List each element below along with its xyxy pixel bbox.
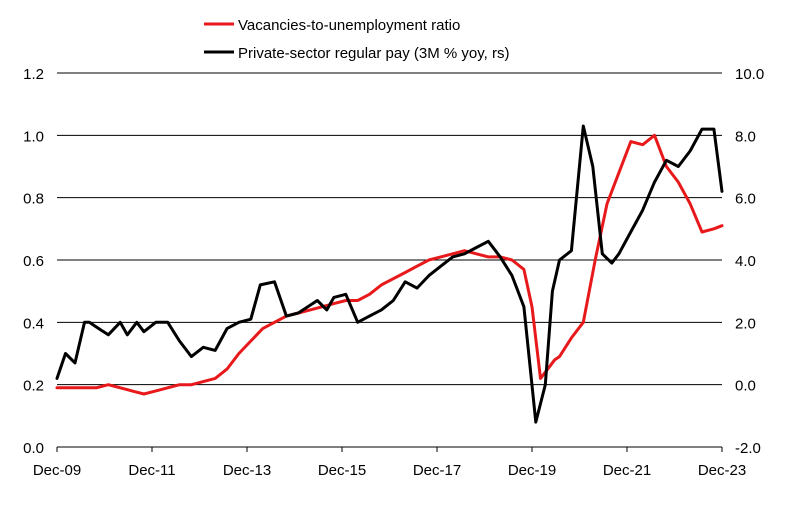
right-axis-ticks: -2.0 0.0 2.0 4.0 6.0 8.0 10.0 — [735, 66, 764, 457]
left-axis-tick-label: 0.4 — [23, 315, 44, 332]
left-axis-tick-label: 1.2 — [23, 66, 44, 83]
right-axis-tick-label: 6.0 — [735, 191, 756, 208]
left-axis-tick-label: 1.0 — [23, 128, 44, 145]
x-axis-tick-label: Dec-21 — [603, 462, 651, 479]
x-axis-tick-label: Dec-23 — [698, 462, 746, 479]
legend-label: Vacancies-to-unemployment ratio — [238, 17, 460, 34]
right-axis-tick-label: -2.0 — [735, 440, 761, 457]
x-axis-tick-label: Dec-11 — [128, 462, 175, 479]
x-axis-tick-label: Dec-17 — [413, 462, 461, 479]
left-axis-tick-label: 0.6 — [23, 253, 44, 270]
right-axis-tick-label: 0.0 — [735, 378, 756, 395]
x-axis-tick-label: Dec-15 — [318, 462, 366, 479]
right-axis-tick-label: 2.0 — [735, 315, 756, 332]
left-axis-ticks: 0.0 0.2 0.4 0.6 0.8 1.0 1.2 — [23, 66, 44, 457]
series-line-vacancy-ratio — [55, 133, 724, 396]
legend: Vacancies-to-unemployment ratio Private-s… — [204, 17, 509, 62]
legend-label: Private-sector regular pay (3M % yoy, rs… — [238, 45, 509, 62]
x-axis-tick-label: Dec-13 — [223, 462, 271, 479]
right-axis-tick-label: 8.0 — [735, 128, 756, 145]
x-axis-tick-label: Dec-09 — [33, 462, 81, 479]
left-axis-tick-label: 0.2 — [23, 378, 44, 395]
right-axis-tick-label: 10.0 — [735, 66, 764, 83]
left-axis-tick-label: 0.0 — [23, 440, 44, 457]
series-line-regular-pay — [55, 124, 724, 424]
x-axis-tick-label: Dec-19 — [508, 462, 556, 479]
right-axis-tick-label: 4.0 — [735, 253, 756, 270]
left-axis-tick-label: 0.8 — [23, 191, 44, 208]
x-axis-ticks: Dec-09 Dec-11 Dec-13 Dec-15 Dec-17 Dec-19 Dec-… — [33, 447, 746, 479]
series-lines — [55, 124, 724, 424]
